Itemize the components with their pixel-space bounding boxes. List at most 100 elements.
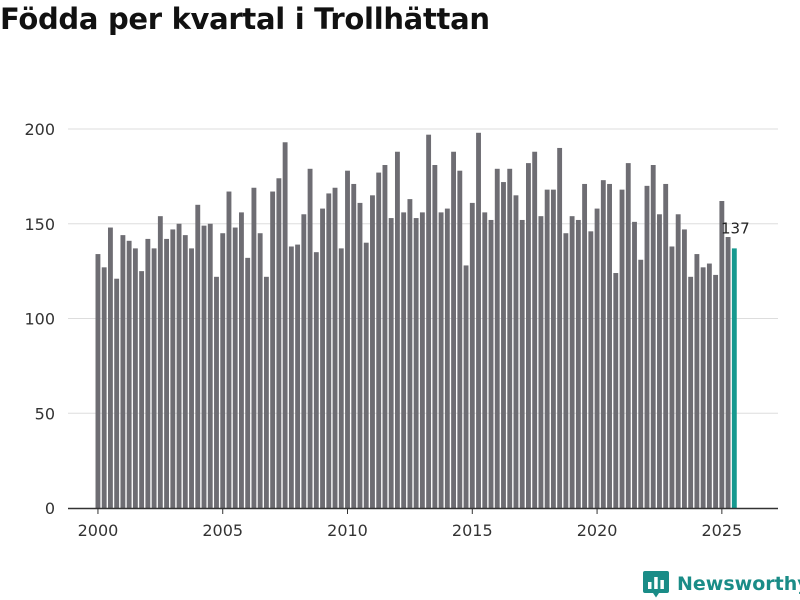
bar <box>563 233 569 508</box>
y-tick-label: 50 <box>35 404 55 423</box>
bar <box>569 216 575 509</box>
bar <box>669 246 675 509</box>
bar-latest <box>731 248 737 508</box>
bar <box>220 233 226 508</box>
newsworthy-logo-icon <box>643 571 669 598</box>
bar <box>394 151 400 509</box>
bar <box>164 238 170 508</box>
bar <box>513 195 519 508</box>
bar <box>444 208 450 508</box>
bar <box>363 242 369 508</box>
bar <box>432 165 438 508</box>
bar <box>476 132 481 509</box>
bar-series <box>95 132 737 509</box>
bar <box>501 182 506 508</box>
x-tick-label: 2015 <box>452 521 493 540</box>
y-tick-label: 0 <box>45 499 55 518</box>
bar <box>270 191 276 508</box>
bar <box>370 195 375 508</box>
bar <box>594 208 600 508</box>
bar <box>357 202 363 508</box>
bar <box>613 273 619 508</box>
bar <box>426 134 432 508</box>
bar <box>457 170 463 508</box>
bar <box>157 216 163 509</box>
bar <box>632 221 637 509</box>
brand-name: Newsworthy <box>677 573 800 595</box>
bar <box>388 218 394 508</box>
y-tick-label: 150 <box>24 215 55 234</box>
y-tick-label: 100 <box>24 310 55 329</box>
bar <box>451 151 457 509</box>
bar <box>295 244 301 508</box>
bar <box>469 202 475 508</box>
bar <box>582 183 588 508</box>
bar <box>245 257 251 508</box>
bar <box>725 237 731 508</box>
chart-title: Födda per kvartal i Trollhättan <box>0 2 490 36</box>
bar <box>488 219 494 508</box>
bar <box>463 265 469 508</box>
bar <box>313 252 319 508</box>
bar <box>132 248 138 508</box>
bar <box>226 191 232 508</box>
bar <box>575 219 581 508</box>
bar <box>320 208 325 508</box>
bar <box>126 240 132 508</box>
bar <box>338 248 344 508</box>
bar <box>588 231 594 508</box>
bar <box>345 170 350 508</box>
bar <box>170 229 176 508</box>
bar <box>619 189 625 508</box>
bar <box>182 235 188 508</box>
bar <box>532 151 538 509</box>
x-tick-label: 2000 <box>78 521 119 540</box>
bar <box>625 163 631 509</box>
bar <box>288 246 294 509</box>
bar <box>239 212 244 508</box>
bar <box>650 165 656 508</box>
bar <box>307 168 313 509</box>
bar <box>494 168 500 509</box>
bar <box>713 274 719 508</box>
bar <box>644 185 650 508</box>
bar <box>114 278 120 508</box>
bar <box>214 276 219 508</box>
bar <box>151 248 157 508</box>
bar <box>557 147 563 508</box>
bar <box>263 276 269 508</box>
bar <box>282 142 288 508</box>
bar <box>657 214 662 508</box>
bar <box>526 163 531 509</box>
bar <box>681 229 687 508</box>
bar <box>663 183 669 508</box>
bar <box>201 225 207 508</box>
x-tick-label: 2005 <box>202 521 243 540</box>
bar <box>95 254 101 508</box>
latest-value-label: 137 <box>721 219 750 237</box>
bar <box>719 201 725 508</box>
bar <box>207 223 213 508</box>
x-tick-label: 2025 <box>701 521 742 540</box>
bar <box>232 227 238 509</box>
bar <box>544 189 550 508</box>
bar <box>145 238 151 508</box>
bar <box>706 263 712 508</box>
bar <box>332 187 338 508</box>
bar <box>251 187 257 508</box>
bar <box>301 214 307 508</box>
bar <box>550 189 556 508</box>
bar <box>382 165 388 508</box>
bar <box>600 180 606 509</box>
bar <box>176 223 182 508</box>
bar <box>507 168 513 509</box>
bar <box>401 212 407 508</box>
bar <box>257 233 263 508</box>
newsworthy-brand: Newsworthy <box>643 569 800 599</box>
bar <box>326 193 332 508</box>
bar <box>675 214 681 508</box>
y-tick-label: 200 <box>24 120 55 139</box>
bar <box>700 267 706 508</box>
bar <box>276 178 282 508</box>
